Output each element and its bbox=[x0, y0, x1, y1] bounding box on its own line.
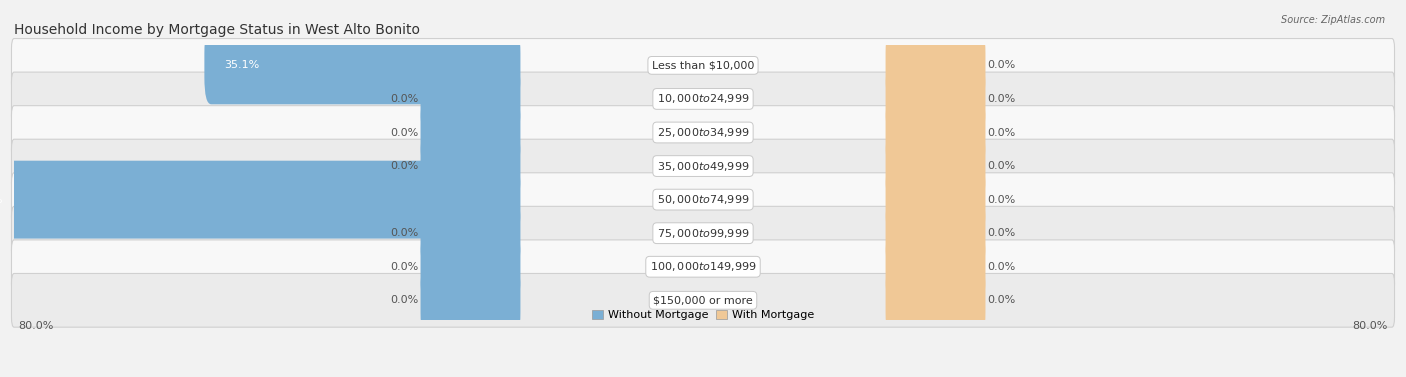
FancyBboxPatch shape bbox=[886, 194, 986, 272]
Text: 0.0%: 0.0% bbox=[391, 262, 419, 272]
FancyBboxPatch shape bbox=[420, 93, 520, 172]
Text: $150,000 or more: $150,000 or more bbox=[654, 295, 752, 305]
FancyBboxPatch shape bbox=[11, 139, 1395, 193]
FancyBboxPatch shape bbox=[886, 161, 986, 239]
Text: $10,000 to $24,999: $10,000 to $24,999 bbox=[657, 92, 749, 106]
FancyBboxPatch shape bbox=[11, 206, 1395, 260]
Text: 0.0%: 0.0% bbox=[391, 161, 419, 171]
Text: 0.0%: 0.0% bbox=[987, 195, 1015, 205]
Text: 0.0%: 0.0% bbox=[987, 127, 1015, 138]
FancyBboxPatch shape bbox=[886, 93, 986, 172]
FancyBboxPatch shape bbox=[420, 228, 520, 306]
FancyBboxPatch shape bbox=[886, 127, 986, 205]
Text: 0.0%: 0.0% bbox=[987, 262, 1015, 272]
FancyBboxPatch shape bbox=[11, 240, 1395, 294]
Text: 0.0%: 0.0% bbox=[391, 94, 419, 104]
FancyBboxPatch shape bbox=[420, 60, 520, 138]
Text: Household Income by Mortgage Status in West Alto Bonito: Household Income by Mortgage Status in W… bbox=[14, 23, 420, 37]
Text: $35,000 to $49,999: $35,000 to $49,999 bbox=[657, 159, 749, 173]
Text: 80.0%: 80.0% bbox=[1353, 321, 1388, 331]
Text: $50,000 to $74,999: $50,000 to $74,999 bbox=[657, 193, 749, 206]
FancyBboxPatch shape bbox=[11, 72, 1395, 126]
FancyBboxPatch shape bbox=[11, 38, 1395, 92]
Text: Source: ZipAtlas.com: Source: ZipAtlas.com bbox=[1281, 15, 1385, 25]
FancyBboxPatch shape bbox=[886, 228, 986, 306]
FancyBboxPatch shape bbox=[420, 261, 520, 339]
FancyBboxPatch shape bbox=[886, 261, 986, 339]
Text: $100,000 to $149,999: $100,000 to $149,999 bbox=[650, 260, 756, 273]
FancyBboxPatch shape bbox=[886, 60, 986, 138]
Text: 35.1%: 35.1% bbox=[224, 60, 260, 70]
FancyBboxPatch shape bbox=[11, 173, 1395, 227]
FancyBboxPatch shape bbox=[886, 26, 986, 104]
FancyBboxPatch shape bbox=[420, 194, 520, 272]
Text: 0.0%: 0.0% bbox=[987, 94, 1015, 104]
Text: 0.0%: 0.0% bbox=[987, 60, 1015, 70]
Text: 0.0%: 0.0% bbox=[391, 295, 419, 305]
Text: 0.0%: 0.0% bbox=[987, 228, 1015, 238]
FancyBboxPatch shape bbox=[11, 273, 1395, 327]
FancyBboxPatch shape bbox=[420, 127, 520, 205]
Text: 0.0%: 0.0% bbox=[987, 295, 1015, 305]
Text: 0.0%: 0.0% bbox=[987, 161, 1015, 171]
Text: 0.0%: 0.0% bbox=[391, 228, 419, 238]
Text: $25,000 to $34,999: $25,000 to $34,999 bbox=[657, 126, 749, 139]
Text: $75,000 to $99,999: $75,000 to $99,999 bbox=[657, 227, 749, 240]
Text: 80.0%: 80.0% bbox=[18, 321, 53, 331]
FancyBboxPatch shape bbox=[11, 106, 1395, 159]
Text: 0.0%: 0.0% bbox=[391, 127, 419, 138]
Legend: Without Mortgage, With Mortgage: Without Mortgage, With Mortgage bbox=[592, 310, 814, 320]
Text: Less than $10,000: Less than $10,000 bbox=[652, 60, 754, 70]
Text: 64.9%: 64.9% bbox=[0, 195, 3, 205]
FancyBboxPatch shape bbox=[204, 26, 520, 104]
FancyBboxPatch shape bbox=[0, 161, 520, 239]
